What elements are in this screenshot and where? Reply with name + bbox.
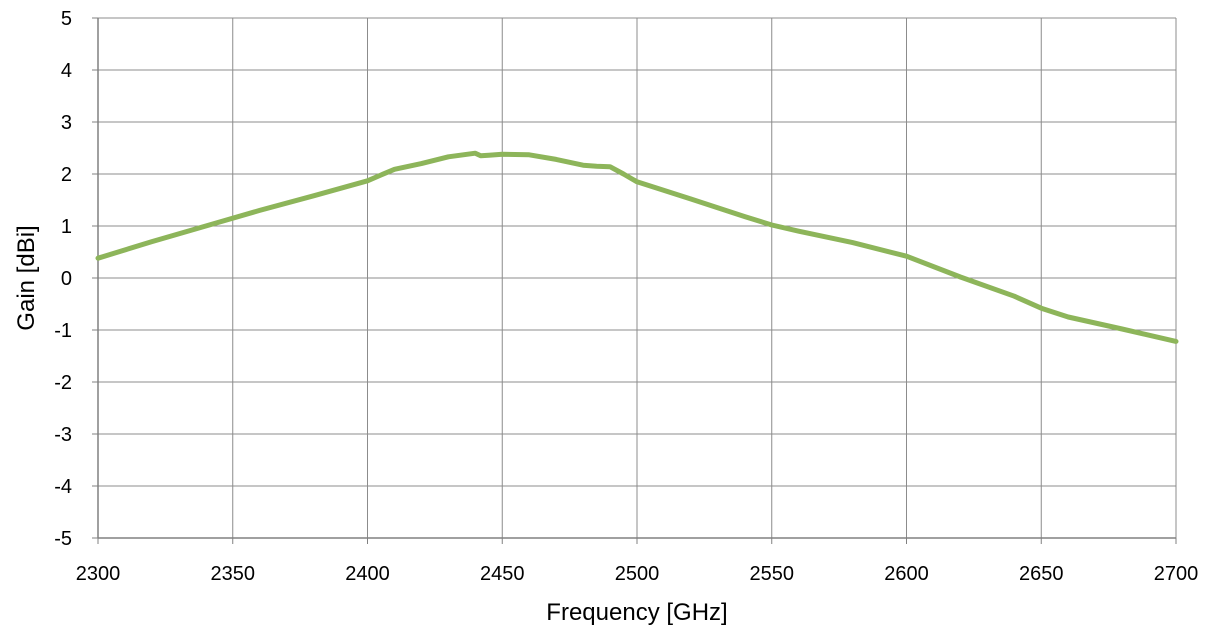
x-tick-label: 2600 xyxy=(884,563,929,585)
y-tick-label: 5 xyxy=(61,8,72,30)
tick-labels: -5 -4 -3 -2 -1 0 1 2 3 4 5 2300 2350 2400 2450 2500 2550… xyxy=(54,8,1198,585)
y-tick-label: 3 xyxy=(61,112,72,134)
x-tick-label: 2300 xyxy=(76,563,121,585)
x-axis-title: Frequency [GHz] xyxy=(546,599,727,626)
y-tick-label: 2 xyxy=(61,164,72,186)
y-tick-label: -4 xyxy=(54,476,72,498)
x-tick-label: 2550 xyxy=(750,563,795,585)
x-tick-label: 2650 xyxy=(1019,563,1064,585)
series-line xyxy=(95,150,1179,344)
y-tick-label: -3 xyxy=(54,424,72,446)
x-tick-label: 2350 xyxy=(211,563,256,585)
series-group xyxy=(95,150,1179,344)
x-tick-label: 2700 xyxy=(1154,563,1199,585)
axes xyxy=(92,17,1177,544)
y-axis-title: Gain [dBi] xyxy=(13,225,40,330)
y-tick-label: -1 xyxy=(54,320,72,342)
x-tick-label: 2450 xyxy=(480,563,525,585)
x-tick-label: 2400 xyxy=(345,563,390,585)
y-tick-label: -5 xyxy=(54,528,72,550)
y-tick-label: 0 xyxy=(61,268,72,290)
y-tick-label: 1 xyxy=(61,216,72,238)
gridlines xyxy=(98,17,1177,538)
x-tick-label: 2500 xyxy=(615,563,660,585)
y-tick-label: 4 xyxy=(61,60,72,82)
y-tick-label: -2 xyxy=(54,372,72,394)
